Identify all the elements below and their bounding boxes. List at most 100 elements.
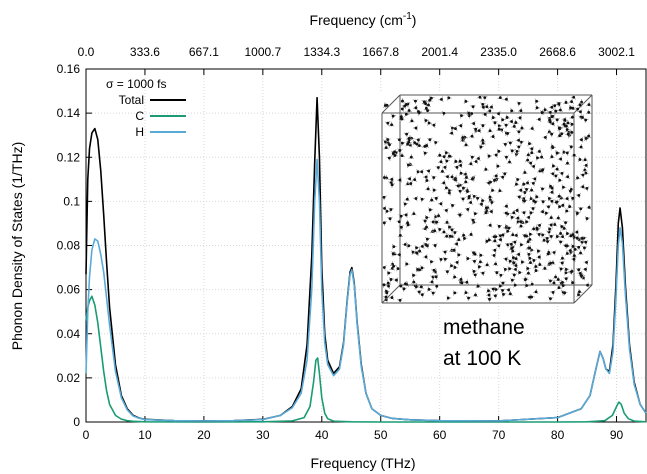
methane-molecule-icon <box>548 199 555 205</box>
methane-molecule-icon <box>399 106 405 112</box>
methane-molecule-icon <box>561 225 568 231</box>
methane-molecule-icon <box>415 266 421 273</box>
methane-molecule-icon <box>511 259 517 266</box>
methane-molecule-icon <box>381 265 387 271</box>
methane-molecule-icon <box>545 204 552 210</box>
methane-molecule-icon <box>406 162 412 168</box>
methane-molecule-icon <box>484 261 490 267</box>
methane-molecule-icon <box>487 194 493 200</box>
methane-molecule-icon <box>547 278 554 284</box>
methane-molecule-icon <box>507 258 514 265</box>
methane-molecule-icon <box>577 250 584 255</box>
x-tick-label: 40 <box>315 428 329 442</box>
methane-molecule-icon <box>416 289 422 295</box>
methane-molecule-icon <box>522 169 528 175</box>
methane-molecule-icon <box>414 245 420 251</box>
methane-molecule-icon <box>564 150 570 156</box>
methane-molecule-icon <box>564 250 571 256</box>
methane-molecule-icon <box>390 113 397 120</box>
methane-molecule-icon <box>556 193 562 199</box>
methane-molecule-icon <box>442 164 448 171</box>
methane-molecule-icon <box>548 260 554 266</box>
methane-molecule-icon <box>561 184 567 190</box>
methane-molecule-icon <box>503 210 509 217</box>
methane-molecule-icon <box>553 199 559 205</box>
methane-molecule-icon <box>582 239 589 246</box>
methane-molecule-icon <box>388 294 395 301</box>
methane-molecule-icon <box>567 247 573 254</box>
methane-molecule-icon <box>478 144 484 150</box>
methane-molecule-icon <box>502 142 508 148</box>
methane-molecule-icon <box>424 236 431 243</box>
methane-molecule-icon <box>385 137 391 143</box>
methane-molecule-icon <box>470 120 476 127</box>
methane-molecule-icon <box>439 168 446 174</box>
methane-molecule-icon <box>576 291 582 298</box>
methane-molecule-icon <box>531 257 537 264</box>
methane-molecule-icon <box>524 218 530 225</box>
methane-molecule-icon <box>515 137 521 143</box>
methane-molecule-icon <box>578 136 584 143</box>
methane-molecule-icon <box>551 221 558 227</box>
methane-molecule-icon <box>389 182 395 188</box>
methane-molecule-icon <box>578 272 584 279</box>
methane-molecule-icon <box>555 233 561 240</box>
methane-molecule-icon <box>477 264 483 270</box>
methane-molecule-icon <box>547 195 553 202</box>
series-line-h <box>85 158 647 422</box>
methane-molecule-icon <box>495 163 501 169</box>
methane-molecule-icon <box>495 110 501 117</box>
methane-molecule-icon <box>507 141 514 146</box>
methane-molecule-icon <box>577 101 583 108</box>
methane-molecule-icon <box>555 150 561 156</box>
y-tick-label: 0.06 <box>57 283 81 297</box>
methane-molecule-icon <box>509 214 516 221</box>
annotation-line-1: methane <box>443 316 525 339</box>
methane-molecule-icon <box>558 266 565 272</box>
methane-molecule-icon <box>465 188 471 195</box>
methane-molecule-icon <box>429 278 435 285</box>
methane-molecule-icon <box>424 177 430 183</box>
methane-molecule-icon <box>549 189 555 195</box>
methane-molecule-icon <box>585 133 592 139</box>
methane-molecule-icon <box>440 179 447 186</box>
methane-molecule-icon <box>397 148 403 154</box>
x-tick-label: 10 <box>138 428 152 442</box>
methane-molecule-icon <box>499 232 506 238</box>
methane-molecule-icon <box>391 148 397 155</box>
methane-molecule-icon <box>463 141 469 147</box>
methane-molecule-icon <box>391 243 397 250</box>
methane-molecule-icon <box>420 265 425 271</box>
methane-molecule-icon <box>398 224 404 231</box>
methane-molecule-icon <box>544 236 550 242</box>
methane-molecule-icon <box>470 218 476 224</box>
methane-molecule-icon <box>452 290 458 296</box>
methane-molecule-icon <box>438 96 444 102</box>
methane-molecule-icon <box>531 198 537 204</box>
methane-molecule-icon <box>549 153 555 159</box>
top-tick-label: 1667.8 <box>362 45 399 59</box>
series-lines <box>85 96 647 423</box>
methane-molecule-icon <box>406 135 412 141</box>
methane-molecule-icon <box>412 125 418 131</box>
methane-molecule-icon <box>513 255 519 262</box>
methane-molecule-icon <box>463 98 469 104</box>
methane-molecule-icon <box>444 184 450 191</box>
methane-molecule-icon <box>385 102 390 109</box>
methane-molecule-icon <box>521 210 527 216</box>
methane-molecule-icon <box>517 218 524 224</box>
methane-molecule-icon <box>531 176 537 182</box>
methane-molecule-icon <box>465 295 472 302</box>
methane-molecule-icon <box>490 286 496 293</box>
methane-molecule-icon <box>495 243 502 249</box>
methane-molecule-icon <box>584 216 591 222</box>
methane-molecule-icon <box>444 219 450 225</box>
methane-molecule-icon <box>411 272 417 279</box>
methane-molecule-icon <box>559 255 566 261</box>
methane-molecule-icon <box>430 267 437 274</box>
methane-molecule-icon <box>547 110 553 116</box>
methane-molecule-icon <box>534 193 540 200</box>
methane-molecule-icon <box>564 195 570 202</box>
methane-molecule-icon <box>565 230 571 237</box>
methane-molecule-icon <box>539 167 546 173</box>
